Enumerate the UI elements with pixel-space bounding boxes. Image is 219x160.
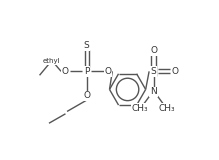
Text: O: O: [83, 91, 90, 100]
Text: O: O: [62, 67, 69, 76]
Text: ethyl: ethyl: [42, 58, 60, 64]
Text: S: S: [84, 41, 90, 50]
Text: P: P: [84, 67, 89, 76]
Text: O: O: [104, 67, 111, 76]
Text: O: O: [171, 67, 178, 76]
Text: N: N: [150, 87, 157, 96]
Text: CH₃: CH₃: [132, 104, 148, 113]
Text: CH₃: CH₃: [159, 104, 175, 113]
Text: S: S: [151, 67, 156, 76]
Text: O: O: [150, 46, 157, 55]
